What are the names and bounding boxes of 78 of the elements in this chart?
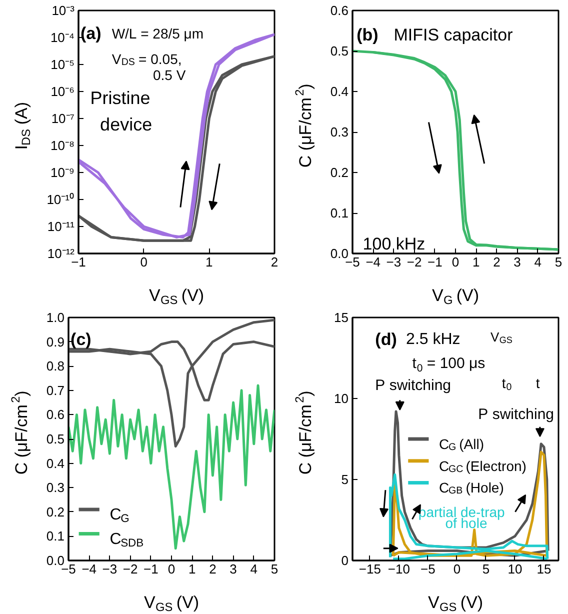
y-tick-label: 0.5 (330, 44, 349, 58)
y-tick-label: 10⁻¹⁰ (46, 192, 75, 207)
y-tick-label: 10⁻³ (52, 3, 76, 18)
x-tick-label: −2 (406, 254, 422, 270)
y-axis-title: C (μF/cm2) (292, 84, 316, 168)
y-tick-label: 0.6 (330, 3, 349, 18)
x-tick-label: −3 (102, 562, 118, 576)
y-tick-label: 0.4 (330, 84, 349, 99)
y-tick-label: 0.2 (330, 165, 349, 180)
x-tick-label: −4 (366, 254, 381, 270)
annotation: P switching (478, 406, 554, 424)
x-tick-label: −1 (427, 254, 442, 270)
x-tick-label: −15 (358, 562, 381, 576)
y-tick-label: 10 (334, 391, 349, 406)
x-tick-label: −1 (143, 562, 158, 576)
annotation: Pristine (90, 88, 150, 108)
x-tick-label: 1 (206, 254, 213, 270)
y-tick-label: 0.3 (330, 124, 349, 140)
x-tick-label: 3 (514, 254, 521, 270)
annotation: P switching (375, 377, 452, 394)
y-tick-label: 0.6 (46, 407, 65, 422)
x-tick-label: 3 (230, 562, 237, 576)
x-tick-label: 1 (472, 254, 480, 270)
annotation: (a) (80, 24, 102, 44)
x-tick-label: 5 (270, 562, 278, 576)
x-tick-label: 0 (140, 254, 148, 270)
x-tick-label: −2 (122, 562, 138, 576)
y-tick-label: 0.0 (330, 246, 349, 261)
y-tick-label: 10⁻¹¹ (47, 219, 76, 234)
annotation: MIFIS capacitor (394, 25, 514, 44)
y-tick-label: 0.7 (46, 382, 65, 398)
x-tick-label: 1 (188, 562, 196, 576)
x-tick-label: 0 (453, 562, 461, 576)
x-tick-label: −4 (82, 562, 97, 576)
y-tick-label: 0.0 (46, 553, 65, 568)
y-tick-label: 0.8 (46, 358, 65, 374)
x-tick-label: 2 (209, 562, 216, 576)
y-tick-label: 0.9 (46, 334, 65, 350)
x-tick-label: 0 (168, 562, 176, 576)
annotation: 0.5 V (152, 66, 186, 83)
annotation: t (536, 375, 540, 392)
y-axis-title: C (μF/cm2) (8, 390, 32, 475)
y-tick-label: 15 (334, 310, 349, 325)
annotation: 2.5 kHz (406, 330, 460, 348)
y-tick-label: 0.4 (46, 456, 65, 471)
y-tick-label: 10⁻⁵ (50, 57, 75, 72)
y-axis-title: IDS (A) (12, 102, 33, 150)
x-tick-label: 15 (536, 562, 552, 576)
annotation: device (100, 114, 152, 135)
y-tick-label: 0.2 (46, 504, 65, 520)
x-tick-label: −5 (420, 562, 436, 576)
x-tick-label: −3 (386, 254, 402, 270)
x-tick-label: 4 (250, 562, 258, 576)
y-tick-label: 10⁻⁹ (50, 165, 75, 180)
annotation: W/L = 28/5 μm (112, 26, 204, 42)
y-tick-label: 10⁻⁶ (50, 84, 74, 99)
annotation: (b) (356, 25, 378, 44)
annotation: (c) (70, 330, 92, 349)
y-tick-label: 0.1 (46, 528, 65, 544)
y-tick-label: 0.5 (46, 432, 65, 446)
y-tick-label: 0.1 (330, 206, 349, 220)
y-tick-label: 0.3 (46, 480, 65, 496)
x-tick-label: 2 (270, 254, 278, 270)
y-tick-label: 10⁻⁸ (50, 138, 75, 153)
x-tick-label: 10 (508, 562, 522, 576)
x-tick-label: 0 (452, 254, 460, 270)
y-tick-label: 10⁻⁷ (51, 111, 75, 126)
annotation: 100 kHz (362, 234, 426, 254)
y-tick-label: 1.0 (46, 310, 65, 325)
x-tick-label: 5 (482, 562, 490, 576)
y-tick-label: 5 (341, 472, 349, 487)
x-tick-label: 2 (493, 254, 500, 270)
x-tick-label: 5 (554, 254, 562, 270)
annotation: (d) (375, 330, 397, 349)
y-tick-label: 10⁻⁴ (50, 30, 74, 45)
x-tick-label: −10 (388, 562, 410, 576)
x-tick-label: 4 (534, 254, 542, 270)
y-axis-title: C (μF/cm2) (292, 390, 316, 475)
